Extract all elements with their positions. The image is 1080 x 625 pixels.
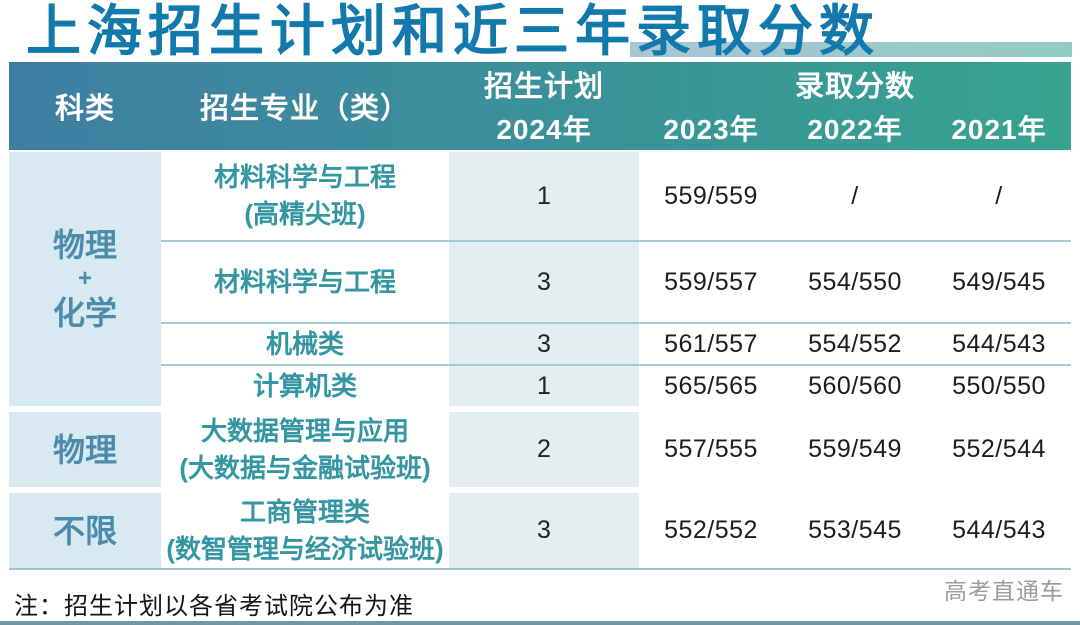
major-cell: 计算机类 [161, 364, 449, 406]
score-cell: 560/560 [783, 364, 927, 406]
title-underline-bar [630, 42, 1072, 57]
plan-cell: 1 [449, 364, 639, 406]
score-cell: 553/545 [783, 493, 927, 568]
score-cell: / [927, 152, 1071, 240]
table-bottom-border [9, 568, 1071, 570]
score-cell: 565/565 [639, 364, 783, 406]
score-cell: 554/550 [783, 240, 927, 322]
plan-cell: 3 [449, 240, 639, 322]
watermark-text: 高考直通车 [944, 578, 1064, 604]
category-group-unrestricted: 不限 工商管理类 (数智管理与经济试验班) 3 552/552 553/545 … [9, 493, 1071, 568]
header-major: 招生专业（类） [199, 93, 410, 125]
header-year-2023: 2023年 [663, 114, 759, 145]
header-year-2021: 2021年 [951, 114, 1047, 145]
major-cell: 工商管理类 (数智管理与经济试验班) [161, 493, 449, 568]
plan-cell: 3 [449, 493, 639, 568]
score-cell: 559/559 [639, 152, 783, 240]
score-cell: 557/555 [639, 412, 783, 487]
category-group-physics-chemistry: 物理 + 化学 材料科学与工程 (高精尖班) 1 559/559 / / 材料科… [9, 152, 1071, 406]
plan-cell: 3 [449, 322, 639, 364]
footnote: 注：招生计划以各省考试院公布为准 [14, 593, 414, 620]
score-cell: / [783, 152, 927, 240]
score-cell: 561/557 [639, 322, 783, 364]
score-cell: 554/552 [783, 322, 927, 364]
header-year-2024: 2024年 [496, 114, 592, 145]
major-cell: 材料科学与工程 [161, 240, 449, 322]
header-score-title: 录取分数 [794, 71, 915, 103]
category-cell: 物理 [9, 412, 161, 487]
header-year-2022: 2022年 [807, 114, 903, 145]
score-cell: 544/543 [927, 322, 1071, 364]
score-cell: 552/544 [927, 412, 1071, 487]
score-cell: 559/557 [639, 240, 783, 322]
header-category: 科类 [54, 93, 115, 125]
score-cell: 550/550 [927, 364, 1071, 406]
major-cell: 机械类 [161, 322, 449, 364]
category-cell: 不限 [9, 493, 161, 568]
category-group-physics: 物理 大数据管理与应用 (大数据与金融试验班) 2 557/555 559/54… [9, 412, 1071, 487]
category-cell: 物理 + 化学 [9, 152, 161, 406]
plan-cell: 1 [449, 152, 639, 240]
table-header: 科类 招生专业（类） 招生计划 录取分数 2024年 2023年 2022年 2… [9, 62, 1071, 150]
score-cell: 559/549 [783, 412, 927, 487]
bottom-edge-strip [0, 621, 1080, 625]
plan-cell: 2 [449, 412, 639, 487]
score-cell: 552/552 [639, 493, 783, 568]
header-plan-title: 招生计划 [483, 71, 604, 103]
plus-sign: + [77, 265, 92, 292]
score-cell: 544/543 [927, 493, 1071, 568]
page-title: 上海招生计划和近三年录取分数 [26, 0, 881, 62]
score-cell: 549/545 [927, 240, 1071, 322]
admission-table: 科类 招生专业（类） 招生计划 录取分数 2024年 2023年 2022年 2… [9, 62, 1071, 570]
major-cell: 大数据管理与应用 (大数据与金融试验班) [161, 412, 449, 487]
major-cell: 材料科学与工程 (高精尖班) [161, 152, 449, 240]
